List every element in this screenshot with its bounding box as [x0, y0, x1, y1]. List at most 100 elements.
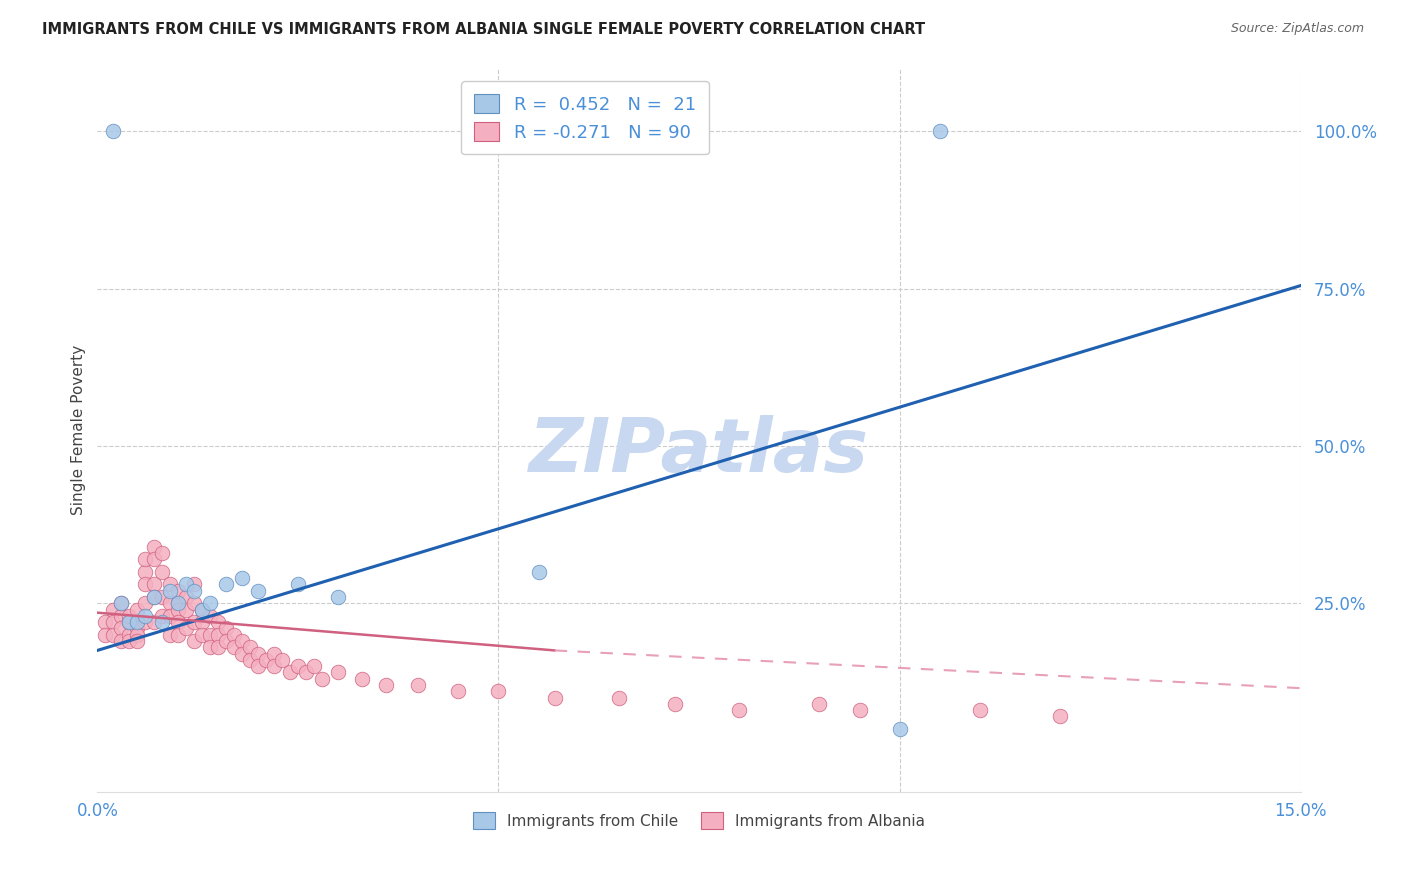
Point	[103, 628, 125, 642]
Point	[150, 590, 173, 604]
Point	[174, 602, 197, 616]
Point	[134, 608, 156, 623]
Point	[118, 615, 141, 629]
Point	[118, 608, 141, 623]
Point	[166, 596, 188, 610]
Point	[183, 634, 205, 648]
Point	[94, 628, 117, 642]
Point	[270, 653, 292, 667]
Point	[295, 665, 318, 680]
Point	[190, 628, 212, 642]
Text: ZIPatlas: ZIPatlas	[529, 416, 869, 489]
Point	[174, 577, 197, 591]
Point	[190, 602, 212, 616]
Point	[207, 640, 229, 655]
Point	[127, 621, 149, 635]
Point	[110, 596, 132, 610]
Point	[127, 615, 149, 629]
Point	[166, 602, 188, 616]
Point	[254, 653, 277, 667]
Point	[166, 583, 188, 598]
Point	[375, 678, 398, 692]
Point	[94, 615, 117, 629]
Point	[142, 577, 165, 591]
Point	[198, 596, 221, 610]
Point	[110, 621, 132, 635]
Point	[142, 590, 165, 604]
Point	[527, 565, 550, 579]
Point	[263, 647, 285, 661]
Point	[326, 665, 349, 680]
Legend: Immigrants from Chile, Immigrants from Albania: Immigrants from Chile, Immigrants from A…	[467, 806, 931, 835]
Point	[183, 615, 205, 629]
Point	[246, 583, 269, 598]
Point	[159, 577, 181, 591]
Point	[142, 590, 165, 604]
Point	[110, 596, 132, 610]
Point	[150, 546, 173, 560]
Point	[239, 640, 262, 655]
Point	[110, 634, 132, 648]
Y-axis label: Single Female Poverty: Single Female Poverty	[72, 345, 86, 516]
Point	[607, 690, 630, 705]
Point	[118, 615, 141, 629]
Point	[311, 672, 333, 686]
Point	[166, 596, 188, 610]
Point	[198, 628, 221, 642]
Point	[190, 615, 212, 629]
Point	[287, 577, 309, 591]
Point	[207, 615, 229, 629]
Point	[103, 124, 125, 138]
Point	[406, 678, 429, 692]
Point	[118, 634, 141, 648]
Point	[246, 647, 269, 661]
Point	[1049, 709, 1071, 723]
Point	[352, 672, 374, 686]
Point	[808, 697, 831, 711]
Text: Source: ZipAtlas.com: Source: ZipAtlas.com	[1230, 22, 1364, 36]
Point	[278, 665, 301, 680]
Point	[326, 590, 349, 604]
Point	[134, 577, 156, 591]
Point	[142, 615, 165, 629]
Point	[207, 628, 229, 642]
Point	[127, 628, 149, 642]
Point	[174, 621, 197, 635]
Point	[159, 596, 181, 610]
Point	[166, 628, 188, 642]
Point	[928, 124, 950, 138]
Point	[231, 634, 253, 648]
Point	[127, 615, 149, 629]
Point	[239, 653, 262, 667]
Point	[222, 628, 245, 642]
Point	[198, 640, 221, 655]
Point	[183, 583, 205, 598]
Point	[222, 640, 245, 655]
Point	[246, 659, 269, 673]
Point	[103, 602, 125, 616]
Point	[159, 583, 181, 598]
Point	[174, 590, 197, 604]
Point	[543, 690, 565, 705]
Point	[190, 602, 212, 616]
Point	[159, 628, 181, 642]
Point	[215, 621, 238, 635]
Point	[183, 596, 205, 610]
Point	[134, 615, 156, 629]
Point	[134, 565, 156, 579]
Point	[127, 634, 149, 648]
Point	[198, 608, 221, 623]
Point	[215, 577, 238, 591]
Point	[263, 659, 285, 673]
Text: IMMIGRANTS FROM CHILE VS IMMIGRANTS FROM ALBANIA SINGLE FEMALE POVERTY CORRELATI: IMMIGRANTS FROM CHILE VS IMMIGRANTS FROM…	[42, 22, 925, 37]
Point	[231, 647, 253, 661]
Point	[166, 615, 188, 629]
Point	[150, 565, 173, 579]
Point	[215, 634, 238, 648]
Point	[118, 628, 141, 642]
Point	[231, 571, 253, 585]
Point	[159, 608, 181, 623]
Point	[287, 659, 309, 673]
Point	[134, 552, 156, 566]
Point	[150, 615, 173, 629]
